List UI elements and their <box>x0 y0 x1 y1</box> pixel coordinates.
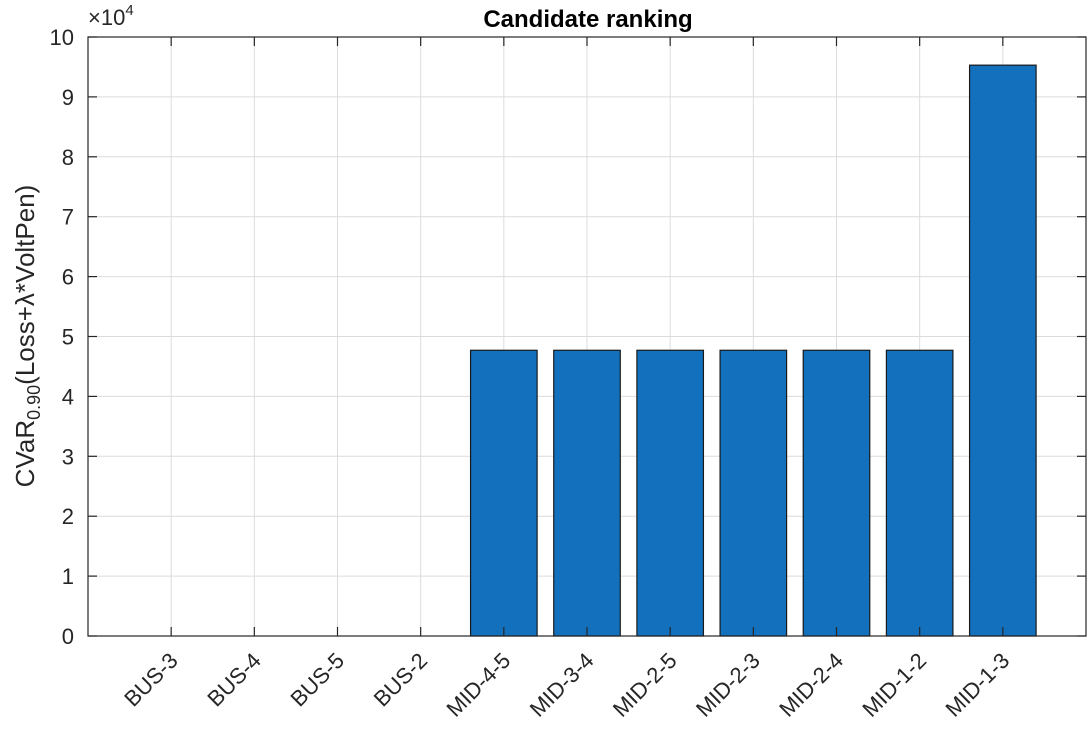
bar-mid-4-5 <box>469 349 538 637</box>
x-tick-label: MID-2-4 <box>774 648 848 722</box>
x-tick-label: BUS-3 <box>119 648 182 711</box>
y-tick-label: 5 <box>62 325 74 350</box>
x-tick-label: MID-3-4 <box>525 648 599 722</box>
chart-title: Candidate ranking <box>483 6 692 33</box>
x-tick-label: MID-2-5 <box>608 648 682 722</box>
y-label-prefix: CVaR <box>10 420 40 487</box>
y-multiplier-exponent: 4 <box>125 2 133 19</box>
y-tick-label: 1 <box>62 564 74 589</box>
y-tick-label: 2 <box>62 504 74 529</box>
x-tick-label: BUS-2 <box>369 648 432 711</box>
y-multiplier-base: ×10 <box>88 5 125 30</box>
y-tick-label: 0 <box>62 624 74 649</box>
y-tick-label: 3 <box>62 444 74 469</box>
bar-mid-2-5 <box>636 349 705 637</box>
x-tick-label: BUS-4 <box>202 648 265 711</box>
y-tick-label: 7 <box>62 205 74 230</box>
y-axis-multiplier: ×104 <box>88 2 134 30</box>
y-tick-label: 8 <box>62 145 74 170</box>
y-tick-label: 9 <box>62 85 74 110</box>
x-tick-label: MID-4-5 <box>442 648 516 722</box>
bars <box>469 64 1037 637</box>
y-tick-label: 6 <box>62 265 74 290</box>
x-tick-label: MID-2-3 <box>691 648 765 722</box>
bar-mid-1-3 <box>968 64 1037 637</box>
y-tick-label: 10 <box>50 25 74 50</box>
bar-mid-1-2 <box>885 349 954 637</box>
y-axis-label: CVaR0.90(Loss+λ*VoltPen) <box>10 185 44 488</box>
bar-mid-2-3 <box>719 349 788 637</box>
y-label-suffix: (Loss+λ*VoltPen) <box>10 185 40 385</box>
x-tick-label: MID-1-3 <box>941 648 1015 722</box>
y-label-subscript: 0.90 <box>24 385 44 420</box>
y-tick-labels: 0 1 2 3 4 5 6 7 8 9 10 <box>50 25 74 649</box>
tick-marks <box>88 36 1086 637</box>
y-tick-label: 4 <box>62 384 74 409</box>
bar-mid-2-4 <box>802 349 871 637</box>
x-tick-label: BUS-5 <box>286 648 349 711</box>
x-tick-label: MID-1-2 <box>857 648 931 722</box>
bar-mid-3-4 <box>553 349 621 637</box>
x-tick-labels: BUS-3 BUS-4 BUS-5 BUS-2 MID-4-5 MID-3-4 MID-2-… <box>119 648 1014 722</box>
